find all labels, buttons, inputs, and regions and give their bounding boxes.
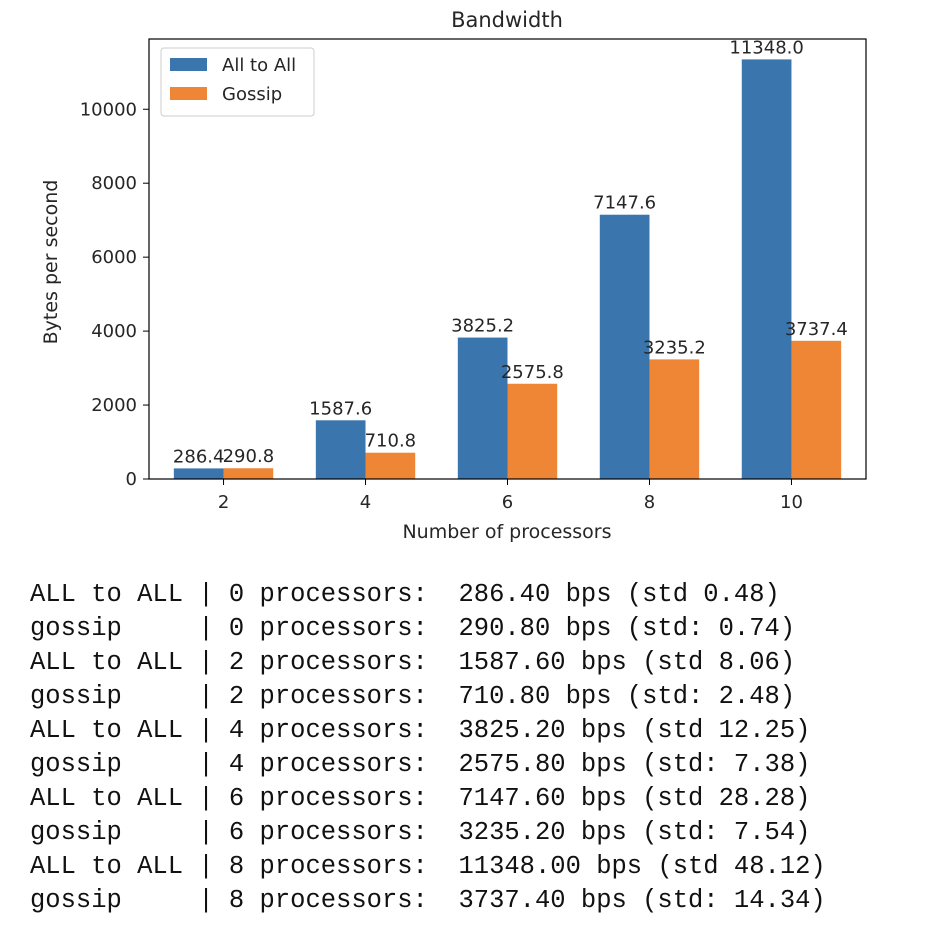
bar-gossip-10 [791,340,842,479]
bar-value-label: 2575.8 [501,362,564,383]
bar-gossip-6 [507,383,558,479]
bar-gossip-4 [365,452,416,479]
bar-all-to-all-4 [315,420,366,479]
legend: All to All Gossip [160,47,315,117]
bar-gossip-8 [649,359,700,479]
bar-all-to-all-2 [173,468,224,479]
y-tick-label: 0 [126,469,137,490]
bar-value-label: 710.8 [365,431,417,452]
bar-value-label: 290.8 [223,446,275,467]
bar-value-label: 3235.2 [643,337,706,358]
x-tick-label: 4 [360,492,371,513]
log-line: gossip | 4 processors: 2575.80 bps (std:… [30,750,811,779]
legend-label: Gossip [222,84,282,105]
bar-value-label: 7147.6 [593,193,656,214]
log-line: ALL to ALL | 0 processors: 286.40 bps (s… [30,580,780,609]
y-tick-label: 10000 [80,99,137,120]
log-line: ALL to ALL | 8 processors: 11348.00 bps … [30,852,826,881]
bar-value-label: 11348.0 [729,37,803,58]
log-line: ALL to ALL | 2 processors: 1587.60 bps (… [30,648,796,677]
bar-gossip-2 [223,468,274,479]
legend-swatch-all-to-all [170,58,207,71]
y-tick-label: 8000 [91,173,137,194]
x-tick-label: 6 [502,492,513,513]
chart-title: Bandwidth [451,8,563,32]
y-tick-label: 4000 [91,321,137,342]
legend-swatch-gossip [170,87,207,100]
x-tick-label: 10 [780,492,803,513]
y-tick-label: 2000 [91,395,137,416]
bar-value-label: 3825.2 [451,316,514,337]
log-line: ALL to ALL | 6 processors: 7147.60 bps (… [30,784,811,813]
bar-all-to-all-6 [457,337,508,479]
x-axis-label: Number of processors [402,521,611,543]
log-line: gossip | 6 processors: 3235.20 bps (std:… [30,818,811,847]
bar-all-to-all-8 [599,214,650,479]
bar-value-label: 1587.6 [309,398,372,419]
log-line: gossip | 2 processors: 710.80 bps (std: … [30,682,796,711]
bar-value-label: 3737.4 [785,319,848,340]
x-tick-label: 8 [644,492,655,513]
plot-area: 286.4 1587.6 3825.2 7147.6 11348.0 290.8 710.8… [80,37,867,513]
bandwidth-results-log: ALL to ALL | 0 processors: 286.40 bps (s… [30,578,826,918]
log-line: gossip | 8 processors: 3737.40 bps (std:… [30,886,826,915]
bandwidth-chart: Bandwidth 286.4 1587.6 3825.2 7147.6 11348.0… [40,8,867,543]
x-tick-label: 2 [218,492,229,513]
bar-all-to-all-10 [741,59,792,479]
bar-value-label: 286.4 [173,446,225,467]
log-line: ALL to ALL | 4 processors: 3825.20 bps (… [30,716,811,745]
log-line: gossip | 0 processors: 290.80 bps (std: … [30,614,796,643]
y-axis-label: Bytes per second [40,180,62,345]
legend-label: All to All [222,55,296,76]
y-tick-label: 6000 [91,247,137,268]
